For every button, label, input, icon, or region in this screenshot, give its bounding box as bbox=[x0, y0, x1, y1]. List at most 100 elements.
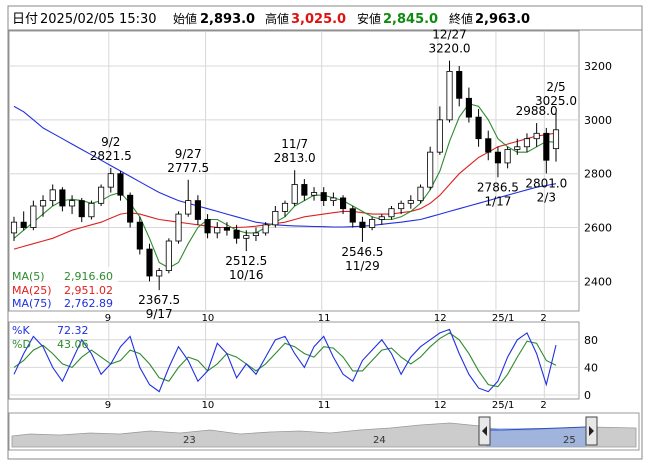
annotation-value: 2821.5 bbox=[90, 149, 132, 163]
navigator-selection[interactable] bbox=[486, 428, 586, 447]
candle-body-up bbox=[552, 129, 560, 150]
annotation-date: 10/16 bbox=[229, 268, 264, 282]
candle bbox=[185, 179, 192, 217]
candle-body-down bbox=[20, 221, 27, 228]
annotation-value: 2786.5 bbox=[477, 180, 519, 194]
candle-body-down bbox=[146, 248, 153, 277]
candle-body-up bbox=[417, 186, 424, 202]
header-box bbox=[7, 5, 643, 31]
ma-legend: MA(5) 2,916.60 MA(25) 2,951.02 MA(75) 2,… bbox=[10, 267, 118, 310]
candle-body-down bbox=[485, 138, 492, 153]
price-tick-label: 2800 bbox=[584, 168, 612, 181]
candle bbox=[349, 206, 356, 228]
candle-body-down bbox=[117, 173, 124, 196]
candle-body-up bbox=[378, 216, 385, 220]
candle-body-up bbox=[533, 132, 540, 140]
candle bbox=[204, 214, 211, 239]
open-label: 始値 bbox=[173, 11, 197, 26]
candle bbox=[543, 127, 550, 174]
candle bbox=[427, 146, 434, 190]
candle-body-up bbox=[175, 213, 182, 242]
candle bbox=[98, 184, 105, 206]
price-x-tick: 10 bbox=[202, 313, 215, 324]
candle-body-up bbox=[291, 184, 298, 204]
annotation: 2546.511/29 bbox=[341, 245, 383, 273]
stoch-tick-label: 40 bbox=[584, 361, 598, 374]
close-value: 2,963.0 bbox=[475, 12, 530, 27]
outer-frame bbox=[7, 29, 643, 460]
candle-body-down bbox=[475, 116, 482, 140]
candle bbox=[194, 195, 201, 225]
candle-body-down bbox=[494, 151, 501, 164]
candle-body-up bbox=[88, 202, 95, 218]
candle bbox=[262, 222, 269, 236]
ma75-line bbox=[13, 105, 557, 228]
candle bbox=[107, 167, 114, 193]
candle bbox=[504, 146, 511, 169]
candle bbox=[30, 200, 37, 231]
price-tick-label: 2400 bbox=[584, 275, 612, 288]
candle-body-up bbox=[243, 235, 250, 239]
annotation-date: 2/5 bbox=[546, 80, 565, 94]
candle-body-up bbox=[252, 232, 260, 237]
candle bbox=[456, 66, 463, 107]
ma5-value: 2,916.60 bbox=[64, 270, 113, 283]
price-x-tick: 9 bbox=[105, 313, 111, 324]
stoch-x-tick: 9 bbox=[105, 400, 111, 411]
candle-body-up bbox=[39, 200, 47, 207]
candle bbox=[281, 200, 289, 217]
candle-body-down bbox=[233, 229, 240, 239]
candle-body-down bbox=[456, 70, 463, 99]
candle bbox=[272, 206, 279, 228]
candle-body-down bbox=[136, 221, 143, 250]
annotation-date: 11/7 bbox=[281, 137, 308, 151]
stoch-x-tick: 2 bbox=[540, 400, 546, 411]
candle bbox=[136, 216, 143, 255]
price-y-axis: 2400 2600 2800 3000 3200 bbox=[584, 60, 612, 288]
price-plot-area bbox=[8, 30, 580, 312]
navigator-right-handle[interactable] bbox=[585, 416, 598, 446]
ma25-line bbox=[13, 132, 557, 250]
candle-body-up bbox=[504, 149, 511, 164]
candle bbox=[494, 146, 501, 178]
candle bbox=[243, 230, 250, 252]
candle-body-up bbox=[427, 151, 434, 188]
candle-body-up bbox=[523, 138, 531, 148]
annotation: 2512.510/16 bbox=[225, 254, 267, 282]
candle bbox=[88, 200, 95, 220]
candle bbox=[320, 187, 327, 206]
candle-body-up bbox=[69, 200, 76, 207]
navigator[interactable]: 23 24 25 bbox=[11, 416, 637, 448]
candle bbox=[378, 214, 385, 225]
high-label: 高値 bbox=[265, 11, 289, 26]
low-label: 安値 bbox=[357, 11, 381, 26]
candle-body-up bbox=[262, 224, 269, 234]
annotation-value: 2777.5 bbox=[167, 161, 209, 175]
candle bbox=[127, 192, 134, 228]
candle-body-down bbox=[465, 97, 472, 118]
candle-body-up bbox=[156, 270, 163, 277]
annotation-date: 12/27 bbox=[432, 28, 467, 42]
candle-body-up bbox=[388, 208, 395, 218]
candle-body-up bbox=[185, 200, 192, 215]
stoch-x-tick: 11 bbox=[318, 400, 331, 411]
candle bbox=[223, 222, 230, 236]
annotation: 2801.02/3 bbox=[525, 176, 567, 204]
stoch-tick-label: 80 bbox=[584, 334, 598, 347]
candle bbox=[475, 109, 482, 147]
candle bbox=[552, 113, 560, 162]
open-value: 2,893.0 bbox=[200, 12, 255, 27]
candle-body-up bbox=[214, 227, 221, 234]
candle bbox=[291, 170, 298, 206]
candle bbox=[117, 171, 124, 201]
candle-body-down bbox=[204, 219, 211, 234]
price-tick-label: 3200 bbox=[584, 60, 612, 73]
navigator-left-handle[interactable] bbox=[478, 416, 491, 446]
candle-body-down bbox=[194, 200, 201, 220]
stoch-k-label: %K bbox=[12, 324, 30, 337]
candle-body-up bbox=[407, 200, 414, 204]
